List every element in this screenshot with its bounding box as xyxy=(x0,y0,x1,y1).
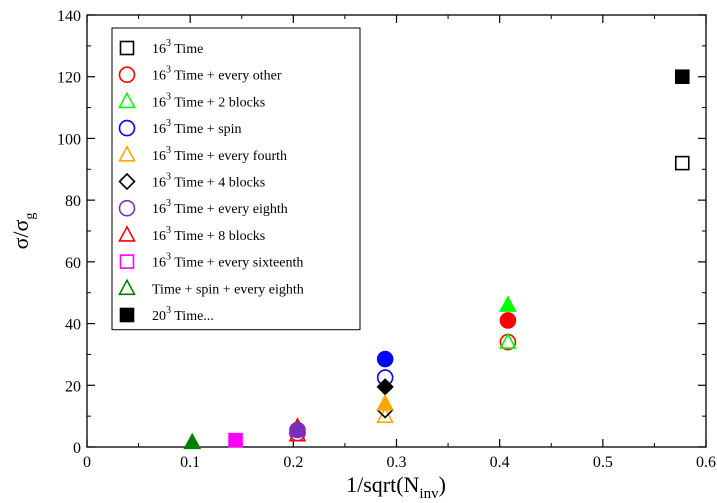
legend-label: 203 Time... xyxy=(152,305,214,324)
data-point xyxy=(183,432,202,450)
y-tick-label: 20 xyxy=(65,378,81,395)
y-tick-label: 100 xyxy=(57,131,81,148)
legend-label: 163 Time + spin xyxy=(152,118,242,137)
data-point xyxy=(376,350,394,368)
y-tick-label: 0 xyxy=(73,440,81,457)
data-points xyxy=(183,69,690,450)
legend-box xyxy=(111,27,361,331)
y-tick-label: 140 xyxy=(57,8,81,25)
data-point xyxy=(499,332,517,349)
data-point xyxy=(376,394,394,411)
x-tick-label: 0.2 xyxy=(283,454,303,471)
data-point xyxy=(376,378,394,396)
legend-label: 163 Time + 4 blocks xyxy=(152,172,265,191)
legend: 163 Time 163 Time + every other 163 Time +… xyxy=(111,27,361,331)
data-point xyxy=(674,155,690,171)
legend-label: 163 Time + 8 blocks xyxy=(152,225,265,244)
legend-label: 163 Time + every eighth xyxy=(152,198,288,217)
legend-marker xyxy=(119,254,135,269)
legend-label: Time + spin + every eighth xyxy=(152,282,304,297)
y-tick-label: 40 xyxy=(65,317,81,334)
y-axis-label-main: σ/σ xyxy=(8,219,33,249)
data-point xyxy=(674,69,690,85)
legend-marker xyxy=(119,40,135,56)
x-axis-label: 1/sqrt(Ninv) xyxy=(346,472,446,502)
legend-marker xyxy=(118,199,136,217)
legend-label: 163 Time + 2 blocks xyxy=(152,91,265,110)
data-point xyxy=(499,295,517,312)
y-tick-label: 60 xyxy=(65,255,81,272)
legend-marker xyxy=(118,225,136,242)
x-axis-label-close: ) xyxy=(439,472,446,497)
legend-label: 163 Time + every sixteenth xyxy=(152,252,303,271)
axis-ticks: 0 0.1 0.2 0.3 0.4 0.5 0.6 0 20 40 60 80 100 120 140 xyxy=(57,8,716,471)
legend-marker xyxy=(118,91,136,109)
y-tick-label: 80 xyxy=(65,193,81,210)
x-tick-label: 0.1 xyxy=(180,454,200,471)
legend-marker xyxy=(119,307,135,323)
legend-marker xyxy=(118,145,136,162)
legend-marker xyxy=(118,172,136,191)
x-tick-label: 0.6 xyxy=(696,454,716,471)
y-axis-label-sub: g xyxy=(23,213,38,220)
legend-marker xyxy=(118,66,136,83)
legend-marker xyxy=(118,278,136,296)
data-point xyxy=(228,432,243,448)
x-axis-label-sub: inv xyxy=(419,486,439,502)
legend-label: 163 Time xyxy=(152,38,203,57)
legend-label: 163 Time + every other xyxy=(152,65,282,84)
data-point xyxy=(499,312,517,329)
data-point xyxy=(376,406,394,423)
x-tick-label: 0.5 xyxy=(593,454,613,471)
x-tick-label: 0 xyxy=(83,454,91,471)
legend-label: 163 Time + every fourth xyxy=(152,145,287,164)
data-point xyxy=(289,421,306,439)
y-tick-label: 120 xyxy=(57,70,81,87)
y-axis-label: σ/σg xyxy=(8,213,38,250)
x-tick-label: 0.4 xyxy=(490,454,510,471)
legend-marker xyxy=(118,119,136,137)
x-tick-label: 0.3 xyxy=(387,454,407,471)
x-axis-label-main: 1/sqrt(N xyxy=(346,472,419,497)
